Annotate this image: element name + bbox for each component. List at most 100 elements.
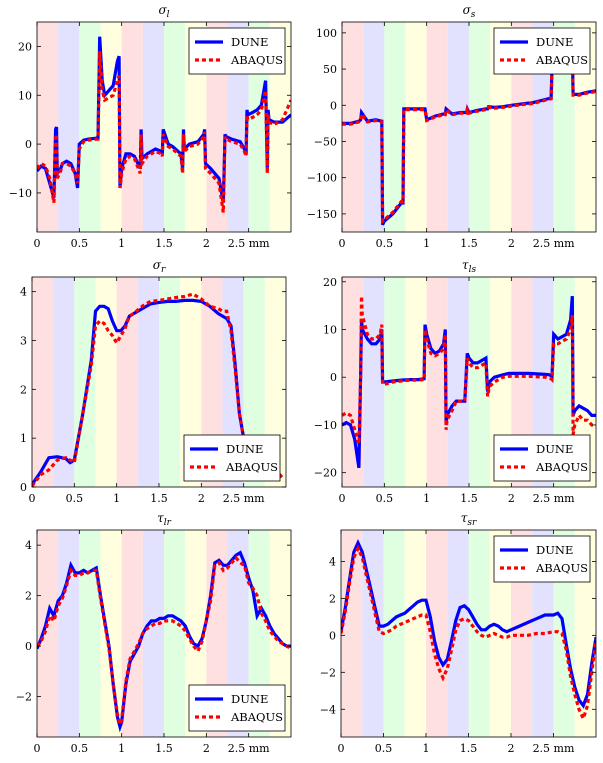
background-band <box>363 22 385 232</box>
chart-panel: 0 0.5 1 1.5 2 2.5 mm −150 −100 −50 0 50 100 σs DUNE AB… <box>307 3 597 250</box>
background-band <box>405 22 427 232</box>
series-line-dune <box>342 295 596 469</box>
legend-label: ABAQUS <box>535 53 588 67</box>
x-tick-label: 0 <box>34 742 41 755</box>
chart-title: τlr <box>157 511 172 528</box>
chart-panel: 0 0.5 1 1.5 2 2.5 mm −10 0 10 20 σl DUNE ABAQUS <box>9 3 292 250</box>
x-tick-label: 2.5 mm <box>533 742 575 755</box>
x-tick-label: 0.5 <box>66 492 84 505</box>
background-band <box>180 277 202 487</box>
x-tick-label: 1.5 <box>155 237 173 250</box>
background-band <box>79 530 101 737</box>
legend-box <box>188 684 286 732</box>
y-tick-label: −150 <box>307 208 337 221</box>
legend-label: DUNE <box>536 35 573 49</box>
background-band <box>248 22 270 232</box>
y-tick-label: 20 <box>18 40 32 53</box>
chart-title-subscript: s <box>471 10 476 20</box>
y-tick-label: 10 <box>18 89 32 102</box>
background-band <box>74 277 96 487</box>
legend-box <box>183 434 281 482</box>
legend-label: ABAQUS <box>225 460 278 474</box>
background-band <box>185 22 207 232</box>
x-tick-label: 2.5 mm <box>228 237 270 250</box>
background-band <box>447 530 469 737</box>
legend-label: ABAQUS <box>230 53 283 67</box>
background-band <box>121 22 143 232</box>
background-band <box>142 22 164 232</box>
legend-box <box>493 535 591 583</box>
background-band <box>383 530 405 737</box>
x-tick-label: 2 <box>203 742 210 755</box>
background-band <box>490 22 512 232</box>
background-band <box>574 22 596 232</box>
legend: DUNE ABAQUS <box>183 434 281 482</box>
y-tick-label: −20 <box>314 467 337 480</box>
legend-label: DUNE <box>226 442 263 456</box>
y-tick-label: −4 <box>320 703 336 716</box>
background-band <box>95 277 117 487</box>
x-tick-label: 1 <box>423 237 430 250</box>
chart-title: σr <box>153 258 166 275</box>
chart-title-subscript: ls <box>469 265 477 275</box>
y-tick-label: −10 <box>314 419 337 432</box>
y-tick-label: 1 <box>20 432 27 445</box>
background-band <box>426 530 448 737</box>
legend-label: DUNE <box>536 543 573 557</box>
x-tick-label: 1.5 <box>460 492 478 505</box>
chart-title: σl <box>158 3 169 20</box>
x-tick-label: 2 <box>508 742 515 755</box>
background-band <box>426 277 448 487</box>
y-tick-label: 100 <box>316 27 337 40</box>
x-tick-label: 1.5 <box>155 742 173 755</box>
y-tick-label: 0 <box>329 629 336 642</box>
legend-label: ABAQUS <box>535 561 588 575</box>
x-tick-label: 0 <box>29 492 36 505</box>
y-tick-label: −2 <box>320 666 336 679</box>
chart-panel: 0 0.5 1 1.5 2 2.5 mm −20 −10 0 10 20 τls DUNE ABAQUS <box>314 258 597 505</box>
x-tick-label: 1 <box>113 492 120 505</box>
background-band <box>37 530 59 737</box>
y-tick-label: 4 <box>329 555 336 568</box>
chart-panel: 0 0.5 1 1.5 2 2.5 mm −2 0 2 4 τlr DUNE ABAQUS <box>16 511 292 755</box>
chart-title: τls <box>462 258 477 275</box>
legend-box <box>188 27 286 75</box>
x-tick-label: 0.5 <box>376 492 394 505</box>
series-line-abaqus <box>341 544 596 723</box>
y-tick-label: 0 <box>20 481 27 494</box>
background-band <box>363 277 385 487</box>
x-tick-label: 1 <box>118 237 125 250</box>
series-line-abaqus <box>37 51 291 213</box>
y-tick-label: 0 <box>25 640 32 653</box>
legend-label: ABAQUS <box>535 460 588 474</box>
legend-box <box>493 434 591 482</box>
chart-title-subscript: r <box>161 265 166 275</box>
legend: DUNE ABAQUS <box>188 27 286 75</box>
background-band <box>426 22 448 232</box>
x-tick-label: 0 <box>338 742 345 755</box>
background-band <box>553 22 575 232</box>
background-band <box>447 22 469 232</box>
background-band <box>137 277 159 487</box>
x-tick-label: 0.5 <box>71 237 89 250</box>
background-band <box>468 530 490 737</box>
background-band <box>490 277 512 487</box>
legend: DUNE ABAQUS <box>493 535 591 583</box>
chart-title-subscript: sr <box>467 518 477 528</box>
legend-label: DUNE <box>536 442 573 456</box>
background-band <box>79 22 101 232</box>
legend: DUNE ABAQUS <box>188 684 286 732</box>
y-tick-label: −2 <box>16 691 32 704</box>
chart-title-subscript: l <box>167 10 170 20</box>
background-band <box>405 277 427 487</box>
series-line-abaqus <box>342 47 596 225</box>
x-tick-label: 1 <box>423 492 430 505</box>
y-tick-label: 0 <box>25 138 32 151</box>
x-tick-label: 0 <box>339 237 346 250</box>
x-tick-label: 2.5 mm <box>533 237 575 250</box>
background-band <box>32 277 54 487</box>
x-tick-label: 0 <box>339 492 346 505</box>
y-tick-label: −10 <box>9 187 32 200</box>
background-band <box>58 530 80 737</box>
background-band <box>206 22 228 232</box>
